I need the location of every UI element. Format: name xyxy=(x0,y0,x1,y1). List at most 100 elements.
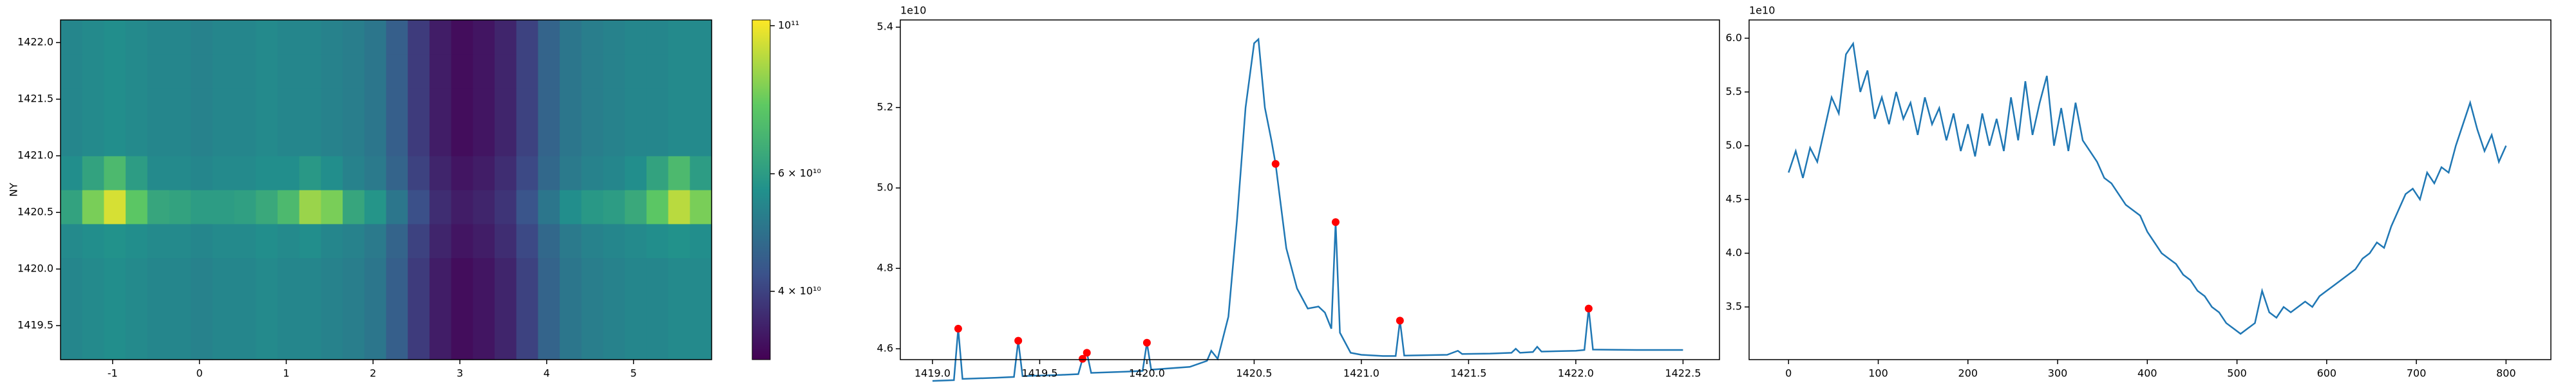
heat-cell xyxy=(668,20,690,55)
heat-cell xyxy=(408,223,430,259)
heat-cell xyxy=(625,326,647,360)
heat-cell xyxy=(61,190,83,225)
heat-cell xyxy=(429,53,452,89)
heat-cell xyxy=(408,291,430,326)
heat-cell xyxy=(495,291,517,326)
heat-cell xyxy=(473,257,495,292)
heat-cell xyxy=(495,53,517,89)
heat-cell xyxy=(212,326,235,360)
heat-cell xyxy=(581,122,604,156)
heat-cell xyxy=(256,20,278,55)
heat-cell xyxy=(278,156,300,190)
heat-cell xyxy=(256,257,278,292)
heat-cell xyxy=(668,257,690,292)
heat-cell xyxy=(451,156,473,190)
y-tick-label: 4.5 xyxy=(1726,193,1742,205)
heat-cell xyxy=(278,122,300,156)
colorbar-tick-label: 10¹¹ xyxy=(778,19,799,31)
heat-cell xyxy=(451,122,473,156)
heat-cell xyxy=(82,87,104,122)
heat-cell xyxy=(212,122,235,156)
colorbar xyxy=(752,19,771,360)
heat-cell xyxy=(603,291,625,326)
heat-cell xyxy=(364,223,387,259)
x-tick-label: 100 xyxy=(1868,367,1888,380)
y-tick-label: 4.6 xyxy=(877,342,893,354)
heat-cell xyxy=(256,223,278,259)
heat-cell xyxy=(668,291,690,326)
axes-frame xyxy=(900,19,1720,360)
heat-cell xyxy=(516,122,538,156)
heat-cell xyxy=(625,53,647,89)
heat-cell xyxy=(408,20,430,55)
heat-cell xyxy=(473,291,495,326)
heat-cell xyxy=(169,122,191,156)
heat-cell xyxy=(668,122,690,156)
heat-cell xyxy=(278,87,300,122)
x-tick-label: 3 xyxy=(457,367,463,380)
y-axis-label: NY xyxy=(8,183,20,197)
heat-cell xyxy=(212,291,235,326)
y-tick-label: 1421.0 xyxy=(17,149,53,161)
heat-cell xyxy=(386,122,408,156)
heat-cell xyxy=(278,53,300,89)
heat-cell xyxy=(495,156,517,190)
heat-cell xyxy=(126,87,148,122)
heat-cell xyxy=(603,326,625,360)
heat-cell xyxy=(256,53,278,89)
x-tick-label: 400 xyxy=(2137,367,2157,380)
heat-cell xyxy=(343,257,365,292)
heat-cell xyxy=(104,156,126,190)
heat-cell xyxy=(191,190,213,225)
heat-cell xyxy=(278,190,300,225)
heat-cell xyxy=(61,156,83,190)
heat-cell xyxy=(321,223,343,259)
heat-cell xyxy=(646,122,669,156)
heat-cell xyxy=(191,87,213,122)
x-tick-label: 300 xyxy=(2048,367,2068,380)
heat-cell xyxy=(126,20,148,55)
y-tick-label: 5.5 xyxy=(1726,85,1742,97)
heat-cell xyxy=(408,156,430,190)
heat-cell xyxy=(386,326,408,360)
heat-cell xyxy=(104,223,126,259)
heat-cell xyxy=(386,53,408,89)
peak-marker xyxy=(1271,160,1280,168)
heat-cell xyxy=(104,190,126,225)
heat-cell xyxy=(538,257,560,292)
heat-cell xyxy=(646,53,669,89)
heat-cell xyxy=(299,156,321,190)
heat-cell xyxy=(560,291,582,326)
heat-cell xyxy=(61,20,83,55)
heat-cell xyxy=(126,257,148,292)
y-tick-label: 5.0 xyxy=(877,181,893,194)
heat-cell xyxy=(126,156,148,190)
heat-cell xyxy=(690,257,712,292)
heat-cell xyxy=(191,53,213,89)
x-tick-label: 1420.0 xyxy=(1129,367,1165,380)
heat-cell xyxy=(690,326,712,360)
heat-cell xyxy=(234,156,256,190)
heat-cell xyxy=(538,53,560,89)
heat-cell xyxy=(646,87,669,122)
heat-cell xyxy=(451,53,473,89)
heat-cell xyxy=(299,223,321,259)
heat-cell xyxy=(560,122,582,156)
heat-cell xyxy=(299,291,321,326)
heat-cell xyxy=(429,326,452,360)
line xyxy=(1788,41,2507,335)
heat-cell xyxy=(538,156,560,190)
heat-cell xyxy=(147,122,170,156)
heat-cell xyxy=(538,223,560,259)
heat-cell xyxy=(690,87,712,122)
heat-cell xyxy=(560,87,582,122)
peak-marker xyxy=(954,324,962,333)
heat-cell xyxy=(516,53,538,89)
heat-cell xyxy=(581,190,604,225)
heat-cell xyxy=(408,122,430,156)
heat-cell xyxy=(82,223,104,259)
heat-cell xyxy=(299,87,321,122)
heat-cell xyxy=(603,190,625,225)
heat-cell xyxy=(581,257,604,292)
heat-cell xyxy=(690,190,712,225)
